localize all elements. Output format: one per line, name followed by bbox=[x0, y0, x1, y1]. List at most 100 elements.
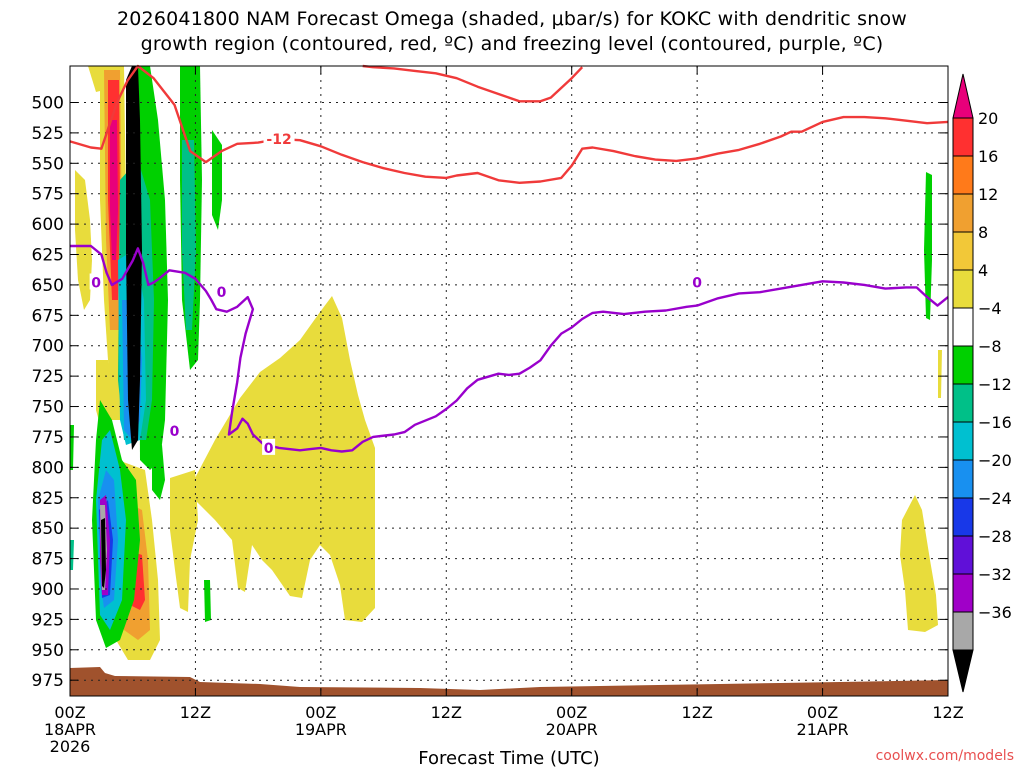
watermark: coolwx.com/models bbox=[876, 748, 1014, 764]
colorbar-label: 4 bbox=[978, 261, 988, 280]
contour-label: -12 bbox=[266, 132, 291, 148]
omega-negative-black-core bbox=[101, 518, 106, 588]
colorbar-label: −12 bbox=[978, 375, 1012, 394]
colorbar-bottom-arrow bbox=[952, 649, 974, 693]
grid-lines bbox=[70, 66, 948, 696]
colorbar: 20 16 12 8 4 −4 −8 −12 −16 −20 −24 −28 −32 −36 bbox=[952, 73, 1012, 693]
x-tick-label: 18APR bbox=[44, 720, 96, 739]
y-tick-label: 600 bbox=[32, 215, 64, 235]
colorbar-swatch bbox=[952, 459, 974, 499]
x-tick-label: 00Z bbox=[807, 703, 838, 722]
colorbar-label: −20 bbox=[978, 451, 1012, 470]
colorbar-label: −28 bbox=[978, 527, 1012, 546]
contour-label-bg bbox=[168, 421, 182, 438]
terrain-fill bbox=[70, 667, 948, 696]
y-tick-label: 575 bbox=[32, 185, 64, 205]
x-tick-label: 00Z bbox=[54, 703, 85, 722]
y-tick-label: 725 bbox=[32, 367, 64, 387]
contour-label: 0 bbox=[692, 275, 702, 291]
x-tick-label: 12Z bbox=[431, 703, 462, 722]
contour-label: 0 bbox=[170, 424, 180, 440]
y-tick-label: 925 bbox=[32, 610, 64, 630]
y-tick-label: 625 bbox=[32, 246, 64, 266]
contour-label-bg bbox=[690, 273, 704, 290]
omega-positive-yellow-patch-right bbox=[900, 495, 938, 632]
y-tick-label: 975 bbox=[32, 671, 64, 691]
contour-label: 0 bbox=[91, 275, 101, 291]
colorbar-swatch bbox=[952, 611, 974, 651]
omega-positive-yellow-patch bbox=[170, 470, 198, 612]
colorbar-label: 8 bbox=[978, 223, 988, 242]
contour-line bbox=[69, 64, 949, 185]
colorbar-swatch bbox=[952, 573, 974, 613]
x-tick-label: 19APR bbox=[295, 720, 347, 739]
contour-lines: -12 0 0 0 0 0 bbox=[69, 64, 949, 457]
omega-negative-green-left-edge bbox=[70, 425, 74, 470]
y-tick-label: 700 bbox=[32, 337, 64, 357]
x-tick-label: 21APR bbox=[797, 720, 849, 739]
omega-negative-teal-patch-1 bbox=[182, 140, 196, 330]
x-tick-label: 2026 bbox=[50, 737, 91, 756]
y-tick-label: 825 bbox=[32, 489, 64, 509]
colorbar-label: −36 bbox=[978, 603, 1012, 622]
contour-line bbox=[70, 244, 949, 453]
colorbar-swatch bbox=[952, 155, 974, 195]
colorbar-swatch bbox=[952, 231, 974, 271]
y-tick-label: 525 bbox=[32, 124, 64, 144]
omega-positive-yellow-sliver bbox=[938, 350, 942, 398]
colorbar-label: −16 bbox=[978, 413, 1012, 432]
y-tick-label: 875 bbox=[32, 550, 64, 570]
y-tick-label: 675 bbox=[32, 306, 64, 326]
colorbar-label: 20 bbox=[978, 109, 998, 128]
colorbar-swatch bbox=[952, 345, 974, 385]
y-tick-label: 650 bbox=[32, 276, 64, 296]
colorbar-top-arrow bbox=[952, 73, 974, 119]
colorbar-swatch bbox=[952, 307, 974, 347]
omega-positive-upper-strip-magenta bbox=[110, 120, 118, 260]
colorbar-label: 12 bbox=[978, 185, 998, 204]
omega-positive-yellow-area bbox=[195, 296, 375, 622]
y-tick-label: 775 bbox=[32, 428, 64, 448]
y-tick-label: 550 bbox=[32, 154, 64, 174]
omega-negative-teal-left-edge bbox=[70, 540, 74, 570]
colorbar-label: −4 bbox=[978, 299, 1002, 318]
contour-label-bg bbox=[263, 129, 295, 146]
colorbar-label: −8 bbox=[978, 337, 1002, 356]
y-tick-label: 900 bbox=[32, 580, 64, 600]
y-tick-label: 500 bbox=[32, 93, 64, 113]
omega-negative-green-patch-3 bbox=[152, 445, 165, 500]
contour-label-bg bbox=[262, 438, 276, 455]
colorbar-label: −24 bbox=[978, 489, 1012, 508]
x-axis-label: Forecast Time (UTC) bbox=[418, 748, 599, 768]
contour-label: 0 bbox=[217, 285, 227, 301]
x-tick-label: 20APR bbox=[546, 720, 598, 739]
contour-label-bg bbox=[215, 283, 229, 300]
omega-shading bbox=[70, 66, 948, 696]
omega-negative-green-patch-right bbox=[924, 172, 932, 320]
y-tick-label: 850 bbox=[32, 519, 64, 539]
colorbar-swatch bbox=[952, 269, 974, 309]
chart-title-line-1: 2026041800 NAM Forecast Omega (shaded, μ… bbox=[116, 8, 908, 30]
colorbar-label: 16 bbox=[978, 147, 998, 166]
x-tick-label: 12Z bbox=[932, 703, 963, 722]
x-tick-label: 12Z bbox=[681, 703, 712, 722]
colorbar-swatch bbox=[952, 117, 974, 157]
colorbar-swatch bbox=[952, 421, 974, 461]
contour-label: 0 bbox=[264, 441, 274, 457]
y-axis-ticks: 500 525 550 575 600 625 650 675 700 725 750 775 800 8… bbox=[32, 93, 948, 691]
omega-positive-yellow-left-edge bbox=[75, 170, 92, 310]
x-tick-label: 12Z bbox=[180, 703, 211, 722]
x-tick-label: 00Z bbox=[556, 703, 587, 722]
y-tick-label: 750 bbox=[32, 398, 64, 418]
y-tick-label: 800 bbox=[32, 458, 64, 478]
colorbar-swatch bbox=[952, 383, 974, 423]
contour-line bbox=[362, 64, 584, 103]
y-tick-label: 950 bbox=[32, 641, 64, 661]
contour-label-bg bbox=[89, 273, 103, 290]
colorbar-swatch bbox=[952, 497, 974, 537]
colorbar-label: −32 bbox=[978, 565, 1012, 584]
omega-negative-green-patch-4 bbox=[204, 580, 211, 622]
